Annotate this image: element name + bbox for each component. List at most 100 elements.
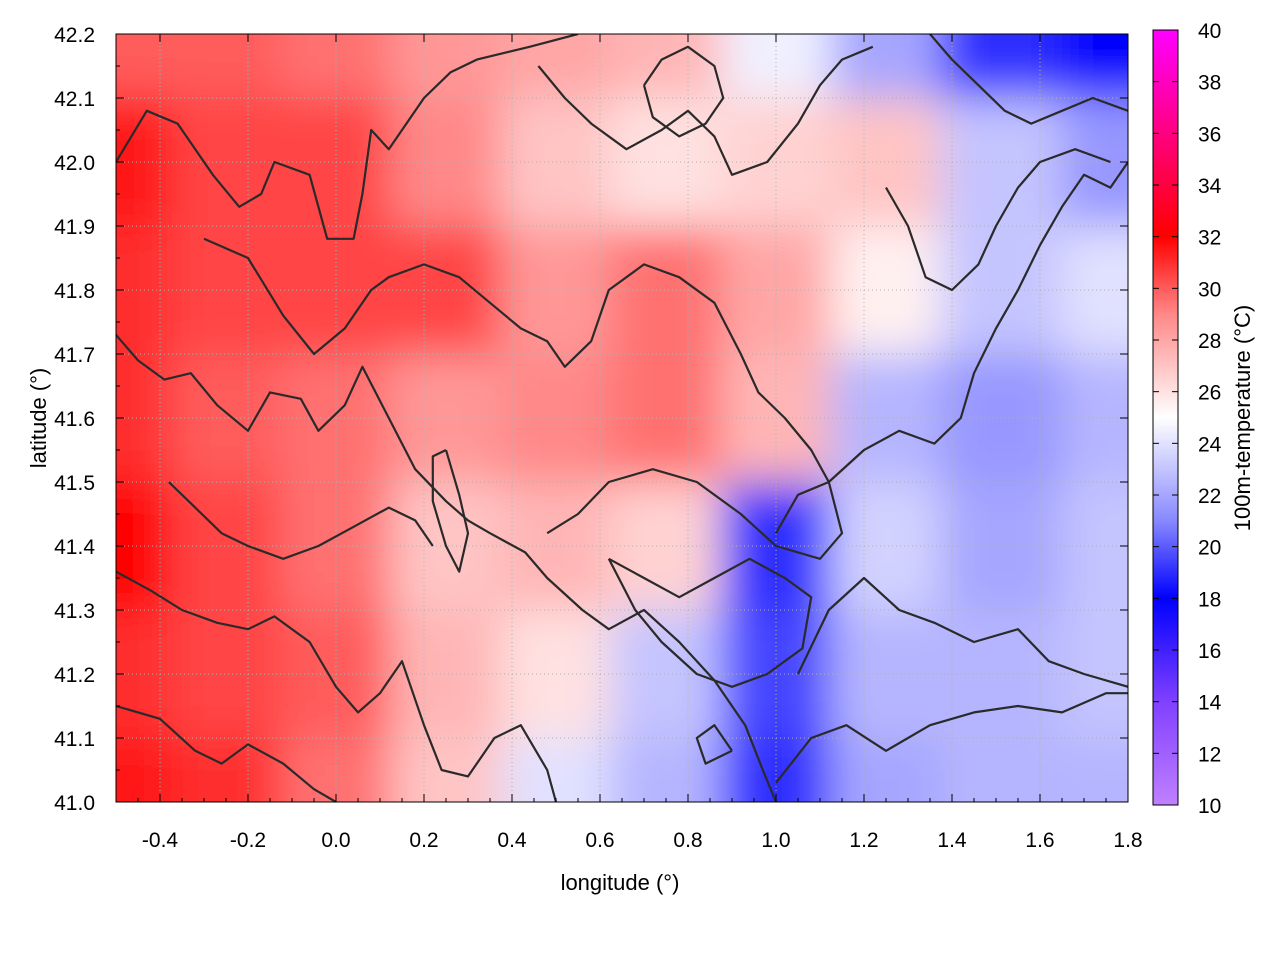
contour-line	[797, 576, 1128, 688]
y-tick-label: 41.1	[54, 728, 95, 751]
x-tick-label: -0.2	[230, 829, 266, 852]
y-tick-label: 41.9	[54, 216, 95, 239]
colorbar-tick-label: 34	[1198, 175, 1222, 198]
heatmap-cell	[116, 354, 171, 482]
x-tick-label: 1.6	[1025, 829, 1054, 852]
colorbar-tick-label: 40	[1198, 20, 1221, 43]
y-tick-label: 42.2	[54, 24, 95, 47]
contour-line	[775, 692, 1128, 784]
x-axis-label: longitude (°)	[561, 870, 680, 895]
heatmap-cell	[831, 738, 941, 802]
contour-lines	[116, 34, 1128, 802]
heatmap-cell	[941, 482, 1062, 610]
heatmap-cell	[831, 610, 941, 738]
y-tick-label: 41.6	[54, 408, 95, 431]
heatmap-cell	[611, 482, 721, 610]
colorbar-tick-label: 16	[1198, 640, 1221, 663]
x-tick-label: -0.4	[142, 829, 179, 852]
heatmap-cell	[116, 482, 171, 610]
x-tick-label: 1.4	[937, 829, 967, 852]
y-tick-label: 41.8	[54, 280, 95, 303]
heatmap-cell	[116, 34, 171, 98]
contour-line	[607, 557, 813, 688]
x-tick-label: 1.0	[761, 829, 790, 852]
contour-line	[695, 724, 733, 765]
heatmap-cell	[116, 226, 171, 354]
colorbar-ticks: 10 12 14 16 18 20 22 24 26 28 30 32 34 36 38 40	[1153, 20, 1222, 818]
heatmap-cell	[831, 226, 941, 354]
heatmap-cell	[116, 98, 171, 226]
colorbar-tick-label: 22	[1198, 485, 1221, 508]
colorbar-tick-label: 10	[1198, 795, 1221, 818]
x-tick-label: 1.2	[849, 829, 878, 852]
heatmap-cell	[116, 610, 171, 738]
colorbar-tick-label: 36	[1198, 123, 1221, 146]
heatmap-cell	[171, 610, 281, 738]
y-tick-label: 41.2	[54, 664, 95, 687]
heatmap-cell	[941, 354, 1062, 482]
colorbar-tick-label: 18	[1198, 588, 1221, 611]
contour-line	[775, 161, 1128, 534]
heatmap-cell	[611, 98, 721, 226]
heatmap-cell	[831, 482, 941, 610]
heatmap-cell	[391, 738, 501, 802]
heatmap-cell	[611, 226, 721, 354]
heatmap-cell	[611, 34, 721, 98]
colorbar-tick-label: 14	[1198, 692, 1222, 715]
heatmap-cell	[941, 226, 1062, 354]
heatmap-cell	[171, 738, 281, 802]
contour-line	[885, 148, 1111, 292]
y-tick-label: 41.4	[54, 536, 95, 559]
contour-line	[116, 34, 579, 240]
heatmap-cell	[831, 354, 941, 482]
contour-line	[431, 449, 470, 573]
x-tick-label: 1.8	[1113, 829, 1142, 852]
heatmap-cell	[116, 738, 171, 802]
contour-line	[116, 334, 778, 802]
heatmap-cell	[1062, 98, 1128, 226]
heatmap-cell	[1062, 34, 1128, 98]
heatmap-cell	[281, 34, 391, 98]
heatmap-cell	[1062, 226, 1128, 354]
colorbar-tick-label: 30	[1198, 278, 1221, 301]
heatmap-cell	[1062, 738, 1128, 802]
heatmap-cell	[391, 354, 501, 482]
colorbar-frame	[1152, 29, 1179, 806]
heatmap-cell	[501, 738, 611, 802]
x-tick-label: 0.4	[497, 829, 527, 852]
x-axis-ticks: -0.4 -0.2 0.0 0.2 0.4 0.6 0.8 1.0 1.2 1.4 1.6 1.8	[115, 34, 1143, 852]
heatmap-cell	[391, 610, 501, 738]
contour-line	[929, 34, 1128, 125]
colorbar-tick-label: 28	[1198, 330, 1221, 353]
x-tick-label: 0.6	[585, 829, 614, 852]
contour-line	[116, 570, 558, 802]
heatmap-cell	[831, 34, 941, 98]
y-tick-label: 41.0	[54, 792, 95, 815]
colorbar-tick-label: 32	[1198, 227, 1221, 250]
contour-line	[642, 45, 725, 138]
y-axis-label: latitude (°)	[26, 368, 51, 469]
colorbar-tick-label: 26	[1198, 382, 1221, 405]
contour-line	[203, 237, 844, 560]
colorbar-tick-label: 20	[1198, 537, 1221, 560]
contour-line	[116, 704, 337, 802]
heatmap-cell	[1062, 482, 1128, 610]
y-axis-ticks: 41.0 41.1 41.2 41.3 41.4 41.5 41.6 41.7 41.8 41.9…	[54, 24, 1128, 815]
x-tick-label: 0.2	[409, 829, 438, 852]
y-tick-label: 41.3	[54, 600, 95, 623]
y-tick-label: 41.7	[54, 344, 95, 367]
heatmap-cell	[171, 98, 281, 226]
x-tick-label: 0.0	[321, 829, 350, 852]
heatmap-cell	[611, 738, 721, 802]
heatmap-cell	[611, 354, 721, 482]
heatmap-cell	[391, 34, 501, 98]
heatmap-cell	[941, 34, 1062, 98]
colorbar	[1153, 30, 1178, 805]
heatmap-cell	[721, 34, 831, 98]
heatmap-cell	[831, 98, 941, 226]
heatmap-cell	[391, 226, 501, 354]
heatmap-cell	[171, 354, 281, 482]
contour-line	[168, 481, 434, 560]
y-tick-label: 41.5	[54, 472, 95, 495]
